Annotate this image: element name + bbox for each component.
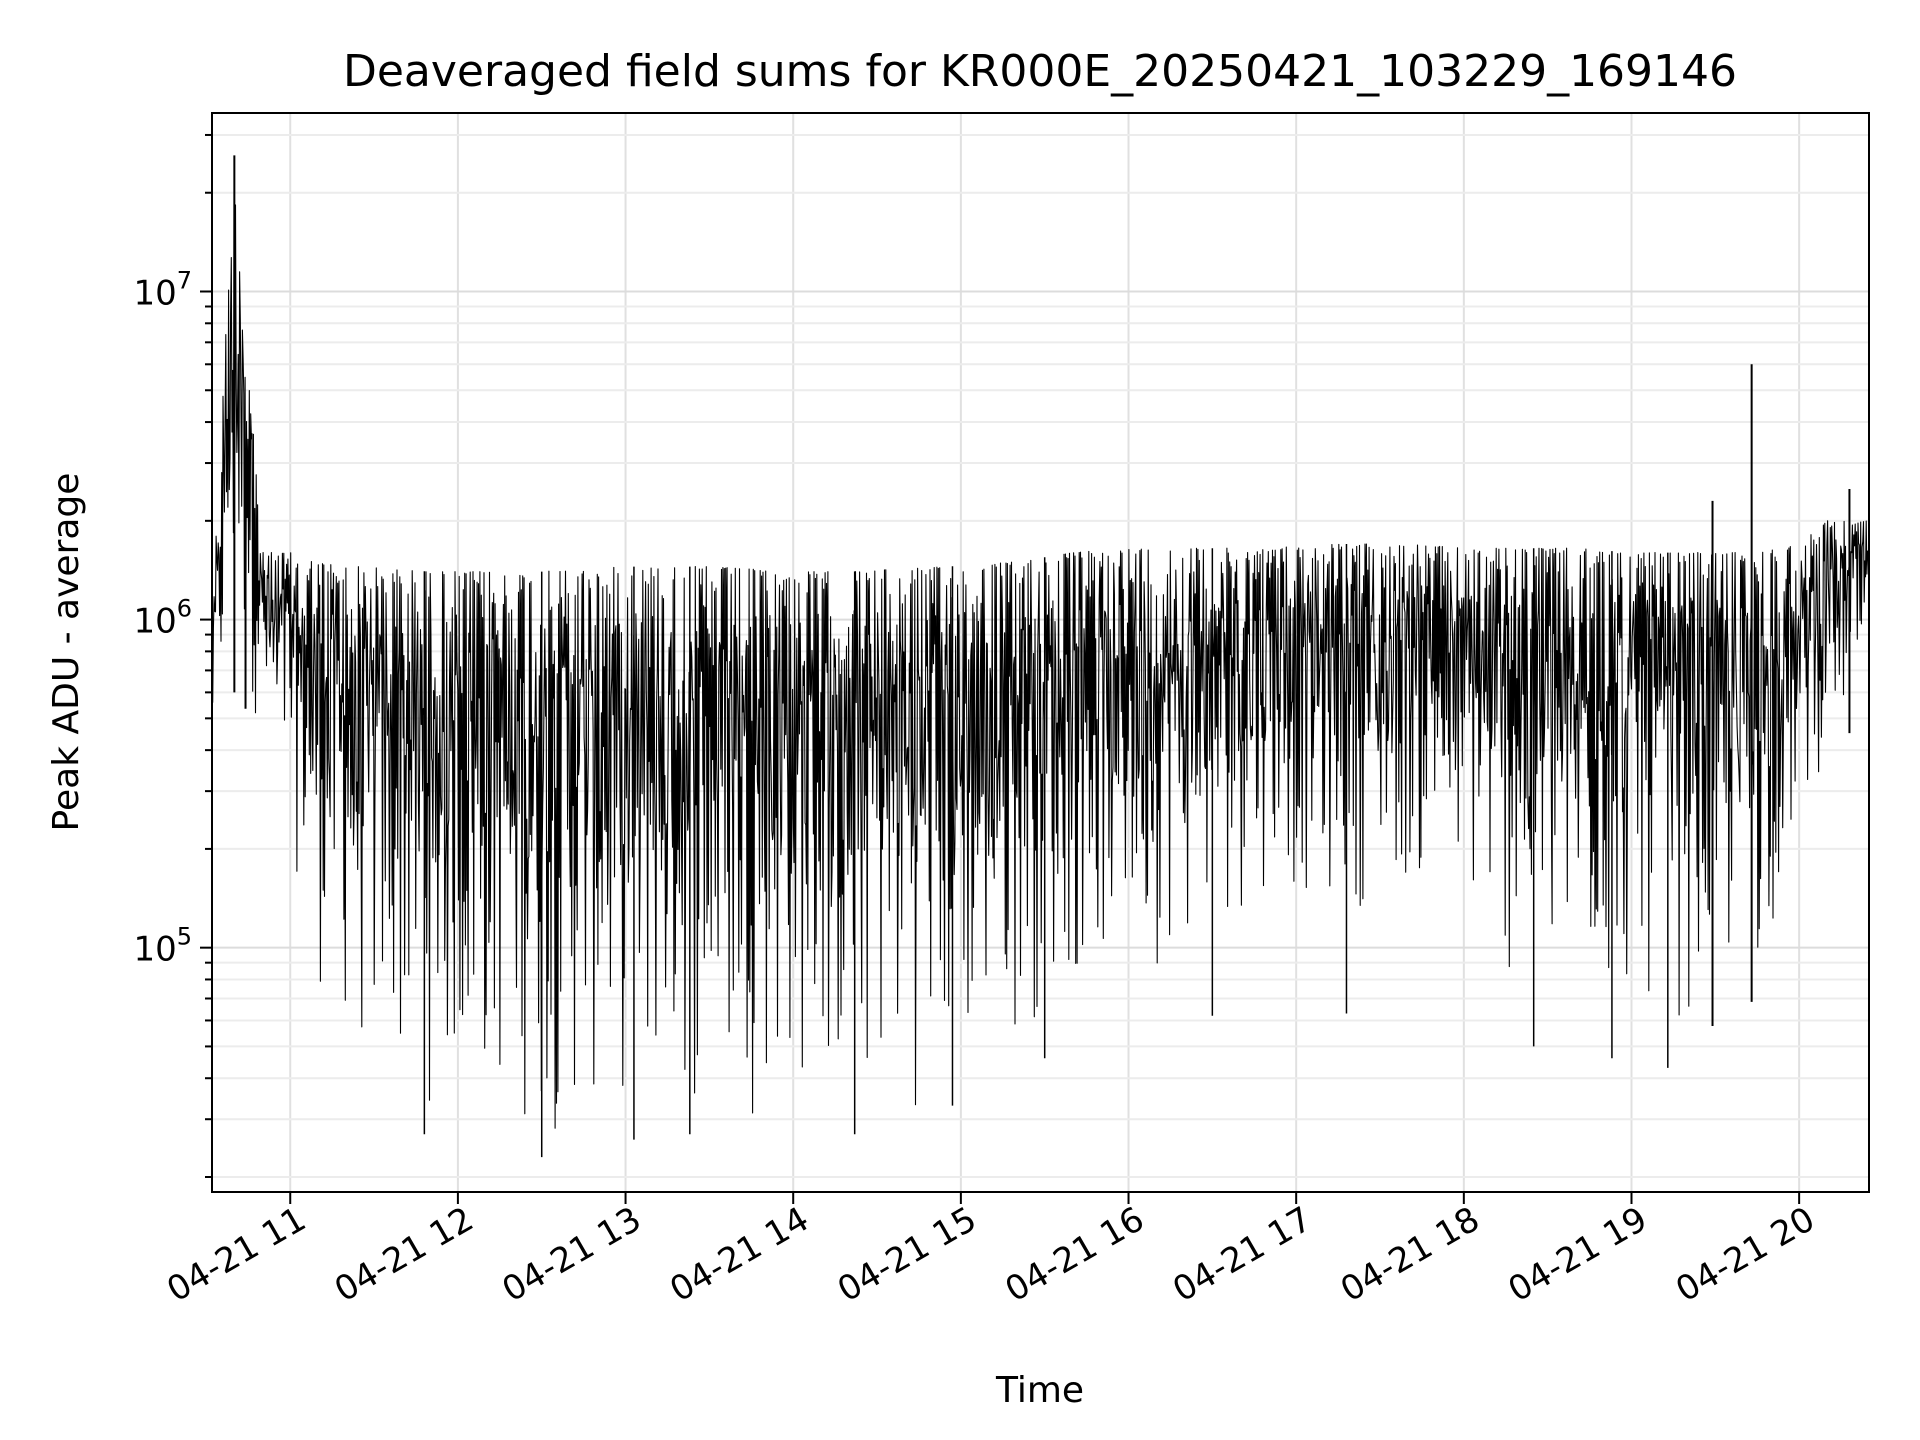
- series-line: [211, 165, 1870, 1129]
- y-tick-label: 107: [133, 266, 192, 313]
- y-tick-label: 105: [133, 923, 192, 970]
- y-axis-label: Peak ADU - average: [46, 473, 87, 832]
- y-axis: 105 106 107: [133, 133, 212, 1178]
- data-series: [211, 155, 1870, 1158]
- plot-frame: [211, 112, 1870, 1193]
- y-tick-label: 106: [133, 595, 192, 642]
- chart-title: Deaveraged field sums for KR000E_2025042…: [343, 46, 1737, 97]
- x-axis-label: Time: [995, 1370, 1084, 1411]
